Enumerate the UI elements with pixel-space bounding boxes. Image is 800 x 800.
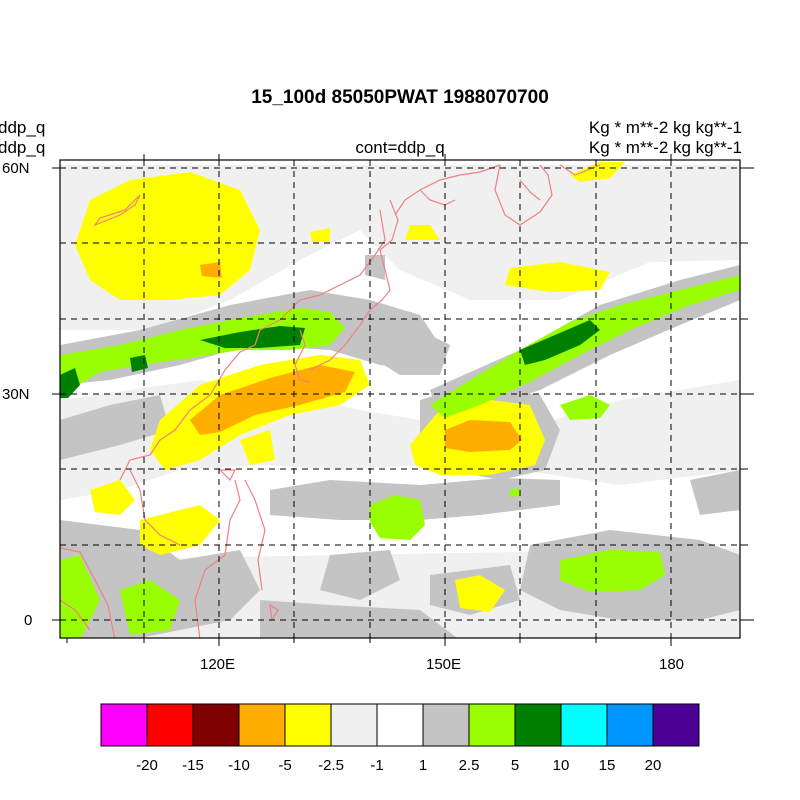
lat-label-60n: 60N <box>2 160 30 177</box>
colorbar-swatch <box>422 703 470 747</box>
lat-label-0: 0 <box>24 612 33 629</box>
units-label: Kg * m**-2 kg kg**-1 <box>588 118 742 137</box>
colorbar-swatch <box>514 703 562 747</box>
colorbar-swatch <box>284 703 332 747</box>
left-variable-label-2: ddp_q <box>0 138 46 157</box>
colorbar-label: 20 <box>644 757 662 774</box>
colorbar-label: 10 <box>552 757 570 774</box>
colorbar-swatch <box>606 703 654 747</box>
lon-label-150e: 150E <box>426 656 462 673</box>
colorbar-swatch <box>192 703 240 747</box>
colorbar-label: -15 <box>182 757 204 774</box>
contour-label: cont=ddp_q <box>355 138 445 157</box>
colorbar-swatch <box>468 703 516 747</box>
colorbar-label: -2.5 <box>318 757 344 774</box>
green-regions <box>60 320 600 398</box>
units-label-2: Kg * m**-2 kg kg**-1 <box>588 138 742 157</box>
colorbar-swatch <box>100 703 148 747</box>
tick-marks <box>52 154 754 646</box>
colorbar-label: 5 <box>510 757 520 774</box>
colorbar-label: -20 <box>136 757 158 774</box>
map-frame <box>59 159 741 639</box>
left-variable-label: ddp_q <box>0 118 46 137</box>
colorbar-label: 2.5 <box>458 757 480 774</box>
colorbar-swatch <box>376 703 424 747</box>
lat-label-30n: 30N <box>2 386 30 403</box>
colorbar-swatch <box>146 703 194 747</box>
grid-lines <box>60 160 740 638</box>
orange-regions <box>190 262 522 452</box>
shaded-field <box>60 162 740 638</box>
colorbar-swatch <box>652 703 700 747</box>
colorbar <box>100 703 700 747</box>
lon-label-120e: 120E <box>200 656 236 673</box>
colorbar-label: 15 <box>598 757 616 774</box>
colorbar-label: 1 <box>418 757 428 774</box>
colorbar-label: -1 <box>370 757 384 774</box>
lon-label-180: 180 <box>659 656 685 673</box>
colorbar-label: -5 <box>278 757 292 774</box>
colorbar-swatch <box>330 703 378 747</box>
colorbar-label: -10 <box>228 757 250 774</box>
colorbar-swatch <box>560 703 608 747</box>
colorbar-swatch <box>238 703 286 747</box>
plot-title: 15_100d 85050PWAT 1988070700 <box>251 87 549 108</box>
